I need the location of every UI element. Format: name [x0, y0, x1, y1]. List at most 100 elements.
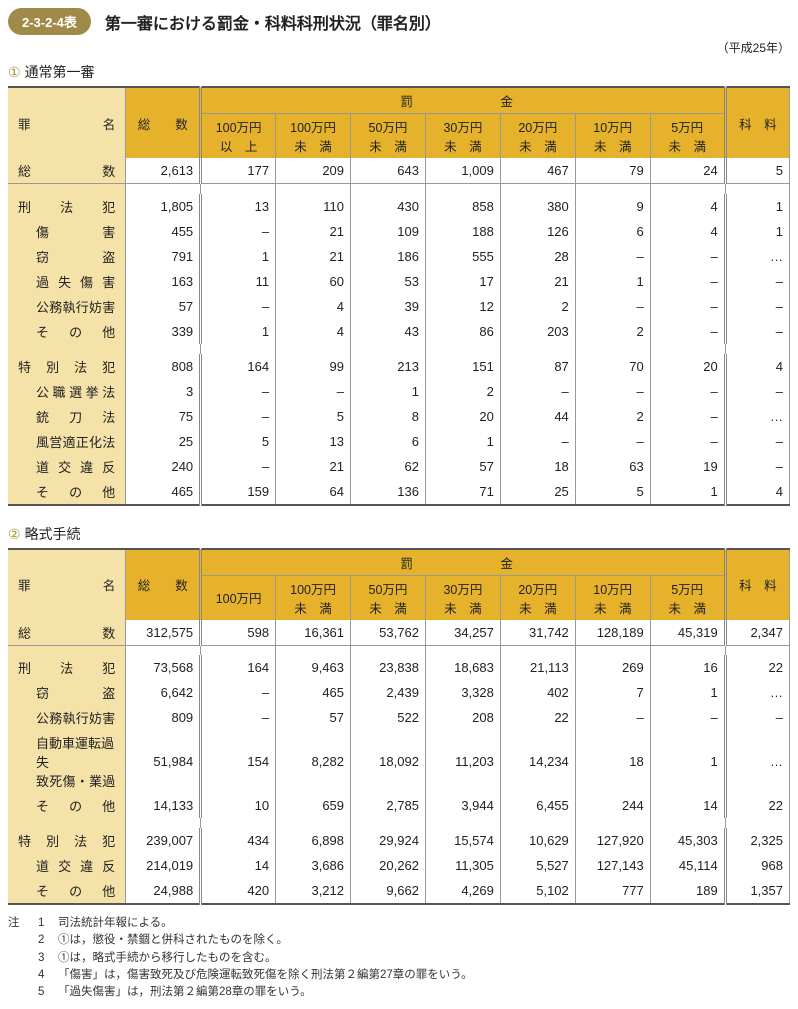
cell-value: 1: [425, 429, 500, 454]
year-note: （平成25年）: [8, 39, 790, 56]
cell-value: 29,924: [351, 828, 426, 853]
cell-value: 4: [650, 194, 725, 219]
cell-value: 430: [351, 194, 426, 219]
cell-value: –: [725, 269, 789, 294]
cell-value: 1: [351, 379, 426, 404]
cell-value: 126: [500, 219, 575, 244]
cell-value: 163: [126, 269, 201, 294]
cell-value: 109: [351, 219, 426, 244]
cell-value: 151: [425, 354, 500, 379]
cell-value: 6,898: [276, 828, 351, 853]
cell-value: –: [650, 244, 725, 269]
cell-value: 9: [575, 194, 650, 219]
table-row: 総 数2,6131772096431,00946779245: [8, 158, 790, 184]
footnote-row: 3①は，略式手続から移行したものを含む。: [8, 950, 790, 967]
row-label: 傷 害: [8, 219, 126, 244]
cell-value: 402: [500, 680, 575, 705]
cell-value: –: [201, 454, 276, 479]
cell-value: 1: [201, 244, 276, 269]
cell-value: 71: [425, 479, 500, 505]
cell-value: 75: [126, 404, 201, 429]
cell-value: 45,114: [650, 853, 725, 878]
table-row: 公務執行妨害809–5752220822–––: [8, 705, 790, 730]
cell-value: 60: [276, 269, 351, 294]
row-label: そ の 他: [8, 878, 126, 904]
table-row: 特 別 法 犯808164992131518770204: [8, 354, 790, 379]
hdr-karyo: 科 料: [725, 87, 789, 158]
cell-value: –: [201, 379, 276, 404]
table-row: 窃 盗79112118655528––…: [8, 244, 790, 269]
cell-value: 18,683: [425, 655, 500, 680]
cell-value: 3,212: [276, 878, 351, 904]
table-row: 風営適正化法2551361––––: [8, 429, 790, 454]
cell-value: 87: [500, 354, 575, 379]
cell-value: –: [725, 294, 789, 319]
table-row: 特 別 法 犯239,0074346,89829,92415,57410,629…: [8, 828, 790, 853]
cell-value: 4: [725, 354, 789, 379]
cell-value: 79: [575, 158, 650, 184]
cell-value: 239,007: [126, 828, 201, 853]
footnote-text: 「過失傷害」は，刑法第２編第28章の罪をいう。: [58, 984, 312, 1001]
footnotes: 注1司法統計年報による。2①は，懲役・禁錮と併科されたものを除く。3①は，略式手…: [8, 915, 790, 1001]
cell-value: 11,305: [425, 853, 500, 878]
cell-value: 1: [725, 219, 789, 244]
cell-value: 1: [201, 319, 276, 344]
cell-value: –: [650, 705, 725, 730]
cell-value: 6,642: [126, 680, 201, 705]
cell-value: 858: [425, 194, 500, 219]
cell-value: –: [650, 379, 725, 404]
table-row: [8, 184, 790, 194]
cell-value: 164: [201, 354, 276, 379]
table-row: 公職選挙法3––12––––: [8, 379, 790, 404]
cell-value: 24: [650, 158, 725, 184]
footnote-row: 注1司法統計年報による。: [8, 915, 790, 932]
fine-col-header: 30万円 未 満: [425, 114, 500, 159]
cell-value: 12: [425, 294, 500, 319]
cell-value: 21: [276, 244, 351, 269]
cell-value: 5,527: [500, 853, 575, 878]
cell-value: 380: [500, 194, 575, 219]
cell-value: –: [500, 379, 575, 404]
cell-value: 1: [650, 479, 725, 505]
fine-col-header: 100万円 未 満: [276, 114, 351, 159]
cell-value: 968: [725, 853, 789, 878]
cell-value: 2: [500, 294, 575, 319]
cell-value: 128,189: [575, 620, 650, 646]
table-row: 銃 刀 法75–5820442–…: [8, 404, 790, 429]
footnote-text: ①は，略式手続から移行したものを含む。: [58, 950, 277, 967]
cell-value: 14: [201, 853, 276, 878]
table-1-header: 罪 名 総 数 罰 金 科 料 100万円 以 上100万円 未 満50万円 未…: [8, 87, 790, 158]
hdr-zaimei: 罪 名: [8, 87, 126, 158]
cell-value: 15,574: [425, 828, 500, 853]
cell-value: 5: [575, 479, 650, 505]
cell-value: 43: [351, 319, 426, 344]
cell-value: 110: [276, 194, 351, 219]
cell-value: 25: [126, 429, 201, 454]
cell-value: 28: [500, 244, 575, 269]
cell-value: 188: [425, 219, 500, 244]
cell-value: 240: [126, 454, 201, 479]
cell-value: 20: [650, 354, 725, 379]
cell-value: –: [575, 244, 650, 269]
cell-value: 1: [650, 730, 725, 793]
row-label: 公務執行妨害: [8, 294, 126, 319]
table-row: そ の 他24,9884203,2129,6624,2695,102777189…: [8, 878, 790, 904]
hdr-bakkin: 罰 金: [201, 87, 726, 114]
footnote-row: 4「傷害」は，傷害致死及び危険運転致死傷を除く刑法第２編第27章の罪をいう。: [8, 967, 790, 984]
cell-value: 127,143: [575, 853, 650, 878]
cell-value: –: [201, 219, 276, 244]
cell-value: 17: [425, 269, 500, 294]
cell-value: 14,133: [126, 793, 201, 818]
fine-col-header: 50万円 未 満: [351, 575, 426, 620]
fine-col-header: 20万円 未 満: [500, 114, 575, 159]
cell-value: …: [725, 244, 789, 269]
cell-value: 791: [126, 244, 201, 269]
cell-value: 455: [126, 219, 201, 244]
cell-value: –: [575, 294, 650, 319]
cell-value: 86: [425, 319, 500, 344]
cell-value: 6,455: [500, 793, 575, 818]
cell-value: 18: [500, 454, 575, 479]
row-label: 総 数: [8, 620, 126, 646]
cell-value: 127,920: [575, 828, 650, 853]
cell-value: 51,984: [126, 730, 201, 793]
